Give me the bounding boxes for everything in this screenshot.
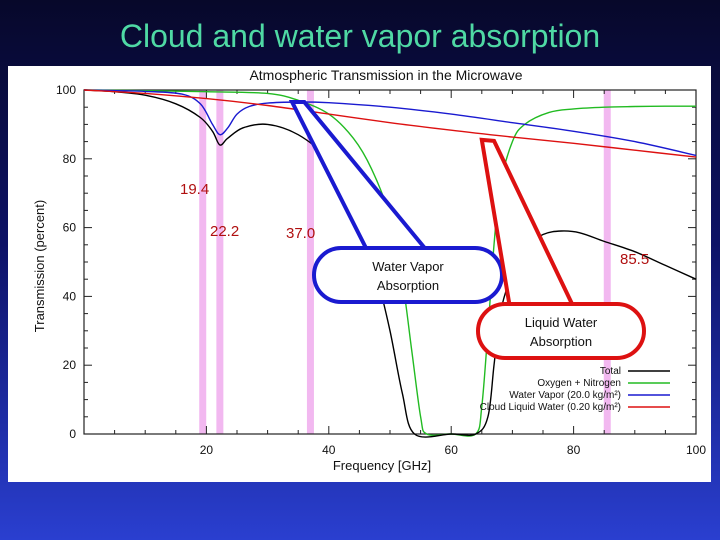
frequency-bands [199,90,611,434]
cloud-liquid-water-line [83,89,697,158]
band-label-19.4: 19.4 [180,181,209,198]
band-label-85.5: 85.5 [620,251,649,268]
total-line [83,89,697,438]
y-tick-label-80: 80 [63,152,77,166]
y-tick-label-40: 40 [63,289,77,303]
callouts: Water Vapor Absorption Liquid Water Absorpt… [288,100,646,360]
x-tick-label-60: 60 [445,443,459,457]
callout-text-water-vapor: Water Vapor [372,259,444,274]
y-tick-label-100: 100 [56,83,76,97]
y-axis-label: Transmission (percent) [32,200,47,332]
band-label-37.0: 37.0 [286,225,315,242]
frequency-labels: 19.4 22.2 37.0 85.5 [180,181,649,268]
transmission-chart: Atmospheric Transmission in the Microwav… [32,67,706,473]
band-label-22.2: 22.2 [210,223,239,240]
series-lines [83,89,697,438]
slide-title: Cloud and water vapor absorption [119,18,601,54]
x-tick-label-20: 20 [200,443,214,457]
callout-text-liquid-water: Absorption [530,334,592,349]
legend-label-water-vapor-line: Water Vapor (20.0 kg/m²) [509,390,621,401]
y-tick-label-20: 20 [63,358,77,372]
legend-label-total-line: Total [600,366,621,377]
band-85.5 [603,90,611,434]
y-tick-label-60: 60 [63,221,77,235]
band-19.4 [199,90,207,434]
legend-label-cloud-liquid-water-line: Cloud Liquid Water (0.20 kg/m²) [480,402,621,413]
callout-box-liquid-water [476,302,646,360]
callout-box-water-vapor [312,246,504,304]
axes: 20 40 60 80 100 0 20 40 60 80 100 [56,83,706,457]
chart-panel: Atmospheric Transmission in the Microwav… [8,66,711,482]
legend-label-oxygen-nitrogen-line: Oxygen + Nitrogen [537,378,621,389]
x-tick-label-100: 100 [686,443,706,457]
x-axis-label: Frequency [GHz] [333,458,431,473]
x-tick-label-80: 80 [567,443,581,457]
band-37.0 [306,90,314,434]
band-22.2 [216,90,224,434]
chart-title: Atmospheric Transmission in the Microwav… [249,67,522,83]
y-tick-label-0: 0 [69,427,76,441]
callout-text-water-vapor: Absorption [377,278,439,293]
x-tick-label-40: 40 [322,443,336,457]
callout-text-liquid-water: Liquid Water [525,315,598,330]
